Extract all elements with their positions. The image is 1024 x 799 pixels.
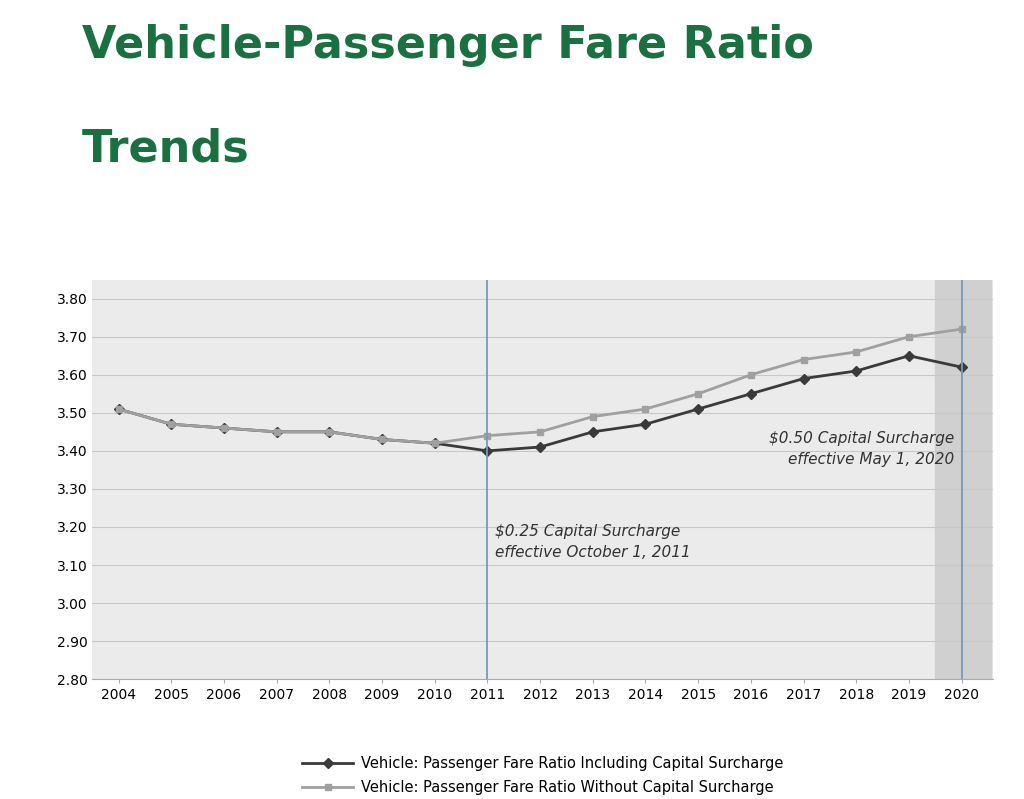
- Text: Trends: Trends: [82, 128, 250, 171]
- Vehicle: Passenger Fare Ratio Without Capital Surcharge: (2.01e+03, 3.42): Passenger Fare Ratio Without Capital Sur…: [429, 439, 441, 448]
- Vehicle: Passenger Fare Ratio Without Capital Surcharge: (2.01e+03, 3.49): Passenger Fare Ratio Without Capital Sur…: [587, 411, 599, 421]
- Vehicle: Passenger Fare Ratio Including Capital Surcharge: (2.02e+03, 3.61): Passenger Fare Ratio Including Capital S…: [850, 366, 862, 376]
- Vehicle: Passenger Fare Ratio Including Capital Surcharge: (2.01e+03, 3.41): Passenger Fare Ratio Including Capital S…: [534, 443, 546, 452]
- Vehicle: Passenger Fare Ratio Including Capital Surcharge: (2.02e+03, 3.55): Passenger Fare Ratio Including Capital S…: [744, 389, 757, 399]
- Vehicle: Passenger Fare Ratio Without Capital Surcharge: (2.02e+03, 3.7): Passenger Fare Ratio Without Capital Sur…: [903, 332, 915, 341]
- Vehicle: Passenger Fare Ratio Without Capital Surcharge: (2.01e+03, 3.45): Passenger Fare Ratio Without Capital Sur…: [270, 427, 283, 436]
- Vehicle: Passenger Fare Ratio Including Capital Surcharge: (2.01e+03, 3.46): Passenger Fare Ratio Including Capital S…: [218, 423, 230, 433]
- Vehicle: Passenger Fare Ratio Including Capital Surcharge: (2.01e+03, 3.43): Passenger Fare Ratio Including Capital S…: [376, 435, 388, 444]
- Vehicle: Passenger Fare Ratio Without Capital Surcharge: (2.01e+03, 3.43): Passenger Fare Ratio Without Capital Sur…: [376, 435, 388, 444]
- Vehicle: Passenger Fare Ratio Without Capital Surcharge: (2.01e+03, 3.51): Passenger Fare Ratio Without Capital Sur…: [639, 404, 651, 414]
- Line: Vehicle: Passenger Fare Ratio Including Capital Surcharge: Vehicle: Passenger Fare Ratio Including …: [115, 352, 966, 455]
- Vehicle: Passenger Fare Ratio Including Capital Surcharge: (2.02e+03, 3.51): Passenger Fare Ratio Including Capital S…: [692, 404, 705, 414]
- Vehicle: Passenger Fare Ratio Including Capital Surcharge: (2.02e+03, 3.59): Passenger Fare Ratio Including Capital S…: [798, 374, 810, 384]
- Vehicle: Passenger Fare Ratio Including Capital Surcharge: (2.01e+03, 3.45): Passenger Fare Ratio Including Capital S…: [587, 427, 599, 436]
- Vehicle: Passenger Fare Ratio Without Capital Surcharge: (2.01e+03, 3.45): Passenger Fare Ratio Without Capital Sur…: [534, 427, 546, 436]
- Vehicle: Passenger Fare Ratio Including Capital Surcharge: (2.02e+03, 3.65): Passenger Fare Ratio Including Capital S…: [903, 351, 915, 360]
- Legend: Vehicle: Passenger Fare Ratio Including Capital Surcharge, Vehicle: Passenger Fa: Vehicle: Passenger Fare Ratio Including …: [297, 750, 788, 799]
- Vehicle: Passenger Fare Ratio Without Capital Surcharge: (2.02e+03, 3.55): Passenger Fare Ratio Without Capital Sur…: [692, 389, 705, 399]
- Vehicle: Passenger Fare Ratio Without Capital Surcharge: (2.02e+03, 3.6): Passenger Fare Ratio Without Capital Sur…: [744, 370, 757, 380]
- Vehicle: Passenger Fare Ratio Without Capital Surcharge: (2.02e+03, 3.72): Passenger Fare Ratio Without Capital Sur…: [955, 324, 968, 334]
- Vehicle: Passenger Fare Ratio Including Capital Surcharge: (2e+03, 3.47): Passenger Fare Ratio Including Capital S…: [165, 419, 177, 429]
- Vehicle: Passenger Fare Ratio Without Capital Surcharge: (2.02e+03, 3.64): Passenger Fare Ratio Without Capital Sur…: [798, 355, 810, 364]
- Vehicle: Passenger Fare Ratio Without Capital Surcharge: (2e+03, 3.51): Passenger Fare Ratio Without Capital Sur…: [113, 404, 125, 414]
- Vehicle: Passenger Fare Ratio Including Capital Surcharge: (2.01e+03, 3.45): Passenger Fare Ratio Including Capital S…: [324, 427, 336, 436]
- Vehicle: Passenger Fare Ratio Without Capital Surcharge: (2e+03, 3.47): Passenger Fare Ratio Without Capital Sur…: [165, 419, 177, 429]
- Vehicle: Passenger Fare Ratio Including Capital Surcharge: (2e+03, 3.51): Passenger Fare Ratio Including Capital S…: [113, 404, 125, 414]
- Vehicle: Passenger Fare Ratio Without Capital Surcharge: (2.01e+03, 3.44): Passenger Fare Ratio Without Capital Sur…: [481, 431, 494, 440]
- Vehicle: Passenger Fare Ratio Including Capital Surcharge: (2.01e+03, 3.42): Passenger Fare Ratio Including Capital S…: [429, 439, 441, 448]
- Vehicle: Passenger Fare Ratio Including Capital Surcharge: (2.01e+03, 3.45): Passenger Fare Ratio Including Capital S…: [270, 427, 283, 436]
- Bar: [935, 280, 990, 679]
- Text: Vehicle-Passenger Fare Ratio: Vehicle-Passenger Fare Ratio: [82, 24, 814, 67]
- Vehicle: Passenger Fare Ratio Without Capital Surcharge: (2.01e+03, 3.45): Passenger Fare Ratio Without Capital Sur…: [324, 427, 336, 436]
- Text: $0.50 Capital Surcharge
effective May 1, 2020: $0.50 Capital Surcharge effective May 1,…: [768, 431, 953, 467]
- Vehicle: Passenger Fare Ratio Without Capital Surcharge: (2.02e+03, 3.66): Passenger Fare Ratio Without Capital Sur…: [850, 347, 862, 356]
- Line: Vehicle: Passenger Fare Ratio Without Capital Surcharge: Vehicle: Passenger Fare Ratio Without Ca…: [115, 326, 966, 447]
- Text: $0.25 Capital Surcharge
effective October 1, 2011: $0.25 Capital Surcharge effective Octobe…: [496, 524, 691, 560]
- Vehicle: Passenger Fare Ratio Including Capital Surcharge: (2.01e+03, 3.4): Passenger Fare Ratio Including Capital S…: [481, 446, 494, 455]
- Vehicle: Passenger Fare Ratio Including Capital Surcharge: (2.01e+03, 3.47): Passenger Fare Ratio Including Capital S…: [639, 419, 651, 429]
- Vehicle: Passenger Fare Ratio Without Capital Surcharge: (2.01e+03, 3.46): Passenger Fare Ratio Without Capital Sur…: [218, 423, 230, 433]
- Vehicle: Passenger Fare Ratio Including Capital Surcharge: (2.02e+03, 3.62): Passenger Fare Ratio Including Capital S…: [955, 363, 968, 372]
